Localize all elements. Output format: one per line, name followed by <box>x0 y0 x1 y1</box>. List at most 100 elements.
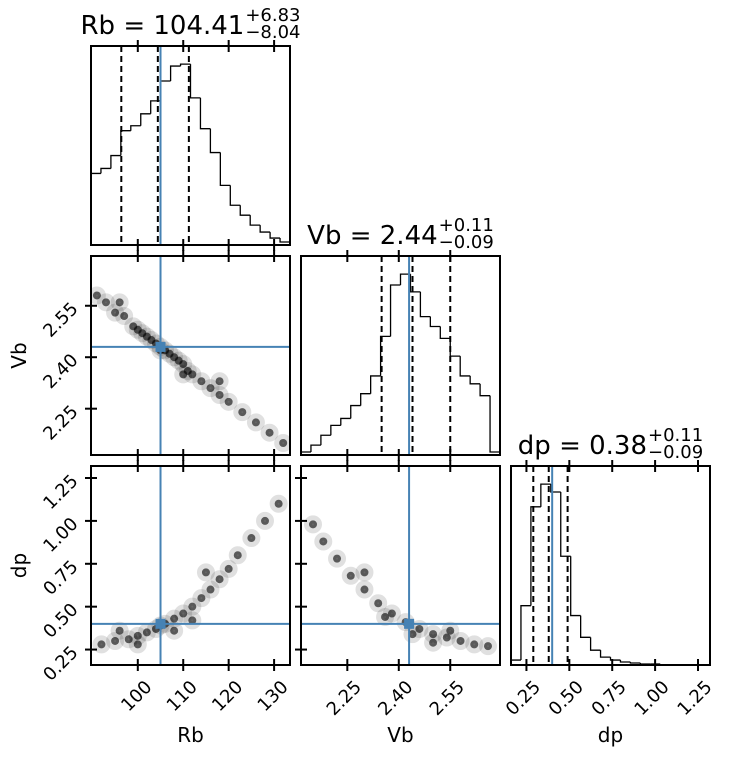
hist-step <box>429 316 441 328</box>
x-axis-label: Vb <box>387 723 413 747</box>
scatter-point <box>183 597 202 616</box>
scatter-point <box>91 286 106 305</box>
hist-step <box>249 215 261 226</box>
hist-step <box>570 556 581 617</box>
hist-step <box>259 225 271 233</box>
scatter-point <box>437 628 456 647</box>
hist-step <box>469 375 481 385</box>
hist-step <box>639 663 651 665</box>
hist-step <box>459 356 471 377</box>
y-tick-label: 2.40 <box>39 350 82 393</box>
hist-step <box>580 615 591 638</box>
y-axis-label: Vb <box>7 342 31 368</box>
panel-frame <box>90 465 291 666</box>
scatter-point <box>260 423 279 442</box>
hist-step <box>619 660 631 663</box>
hist-step <box>229 185 241 206</box>
x-tick-label: 0.50 <box>545 677 588 720</box>
y-tick-label: 0.50 <box>39 599 82 642</box>
hist-step <box>560 492 571 557</box>
scatter-point <box>410 619 429 638</box>
scatter-point <box>341 566 360 585</box>
panel <box>91 466 290 665</box>
scatter-point <box>174 365 193 384</box>
hist-step <box>209 128 221 154</box>
y-tick-label: 2.55 <box>39 298 82 341</box>
title-main: dp = 0.38 <box>518 431 647 461</box>
hist-step <box>120 130 131 156</box>
scatter-point <box>478 637 497 656</box>
scatter-point <box>274 433 290 452</box>
panel-frame <box>510 465 711 666</box>
y-tick-label: 2.25 <box>39 401 82 444</box>
x-tick-label: 0.25 <box>502 677 545 720</box>
x-axis-label: Rb <box>177 723 204 747</box>
x-tick-label: 1.00 <box>630 677 673 720</box>
x-tick-label: 110 <box>163 677 202 716</box>
hist-step <box>330 424 341 436</box>
scatter-point <box>110 293 129 312</box>
scatter-point <box>96 293 115 312</box>
scatter-point <box>196 563 215 582</box>
hist-step <box>150 100 161 114</box>
hist-step <box>91 172 101 245</box>
x-tick-label: 2.40 <box>374 677 417 720</box>
hist-step <box>320 434 331 446</box>
panel-title: Vb = 2.44 +0.11−0.09 <box>307 215 494 253</box>
scatter-point <box>369 594 388 613</box>
y-tick-label: 0.25 <box>39 642 82 685</box>
title-main: Rb = 104.41 <box>80 11 244 41</box>
y-tick-label: 1.25 <box>39 471 82 514</box>
scatter-point <box>174 355 193 374</box>
scatter-point <box>424 625 443 644</box>
hist-step <box>511 659 521 665</box>
hist-step <box>399 273 411 285</box>
scatter-point <box>246 413 265 432</box>
scatter-point <box>183 365 202 384</box>
hist-step <box>100 167 111 174</box>
scatter-point <box>314 532 333 551</box>
hist-step <box>310 444 321 453</box>
title-upper: +0.11 <box>439 215 494 236</box>
scatter-point <box>382 604 401 623</box>
x-tick-label: 1.25 <box>673 677 716 720</box>
scatter-point <box>219 392 238 411</box>
panel <box>91 256 290 455</box>
scatter-point <box>228 546 247 565</box>
hist-step <box>179 63 191 67</box>
panel <box>301 466 500 665</box>
scatter-point <box>165 621 184 640</box>
hist-step <box>489 395 500 453</box>
panel-frame <box>300 465 501 666</box>
x-tick-label: 0.75 <box>588 677 631 720</box>
truth-marker <box>155 618 166 629</box>
scatter-point <box>192 589 211 608</box>
panel-frame <box>300 255 501 456</box>
scatter-point <box>441 621 460 640</box>
hist-step <box>269 232 281 239</box>
scatter-point <box>128 635 147 654</box>
hist-step <box>449 338 461 357</box>
scatter-point <box>424 633 443 652</box>
title-main: Vb = 2.44 <box>307 221 438 251</box>
panel <box>301 256 500 455</box>
hist-step <box>379 335 391 376</box>
hist-step <box>130 125 141 131</box>
hist-step <box>350 404 361 419</box>
scatter-point <box>115 307 134 326</box>
scatter-point <box>328 549 347 568</box>
scatter-point <box>355 580 374 599</box>
scatter-point <box>110 621 129 640</box>
hist-step <box>279 238 290 243</box>
hist-step <box>409 274 421 293</box>
y-tick-label: 1.00 <box>39 514 82 557</box>
panel-title: Rb = 104.41 +6.83−8.04 <box>80 5 300 43</box>
hist-step <box>110 154 121 169</box>
hist-step <box>301 451 311 455</box>
hist-step <box>599 650 611 658</box>
scatter-point <box>210 385 229 404</box>
scatter-point <box>451 631 470 650</box>
x-tick-label: 120 <box>208 677 247 716</box>
panel-title: dp = 0.38 +0.11−0.09 <box>518 425 703 463</box>
